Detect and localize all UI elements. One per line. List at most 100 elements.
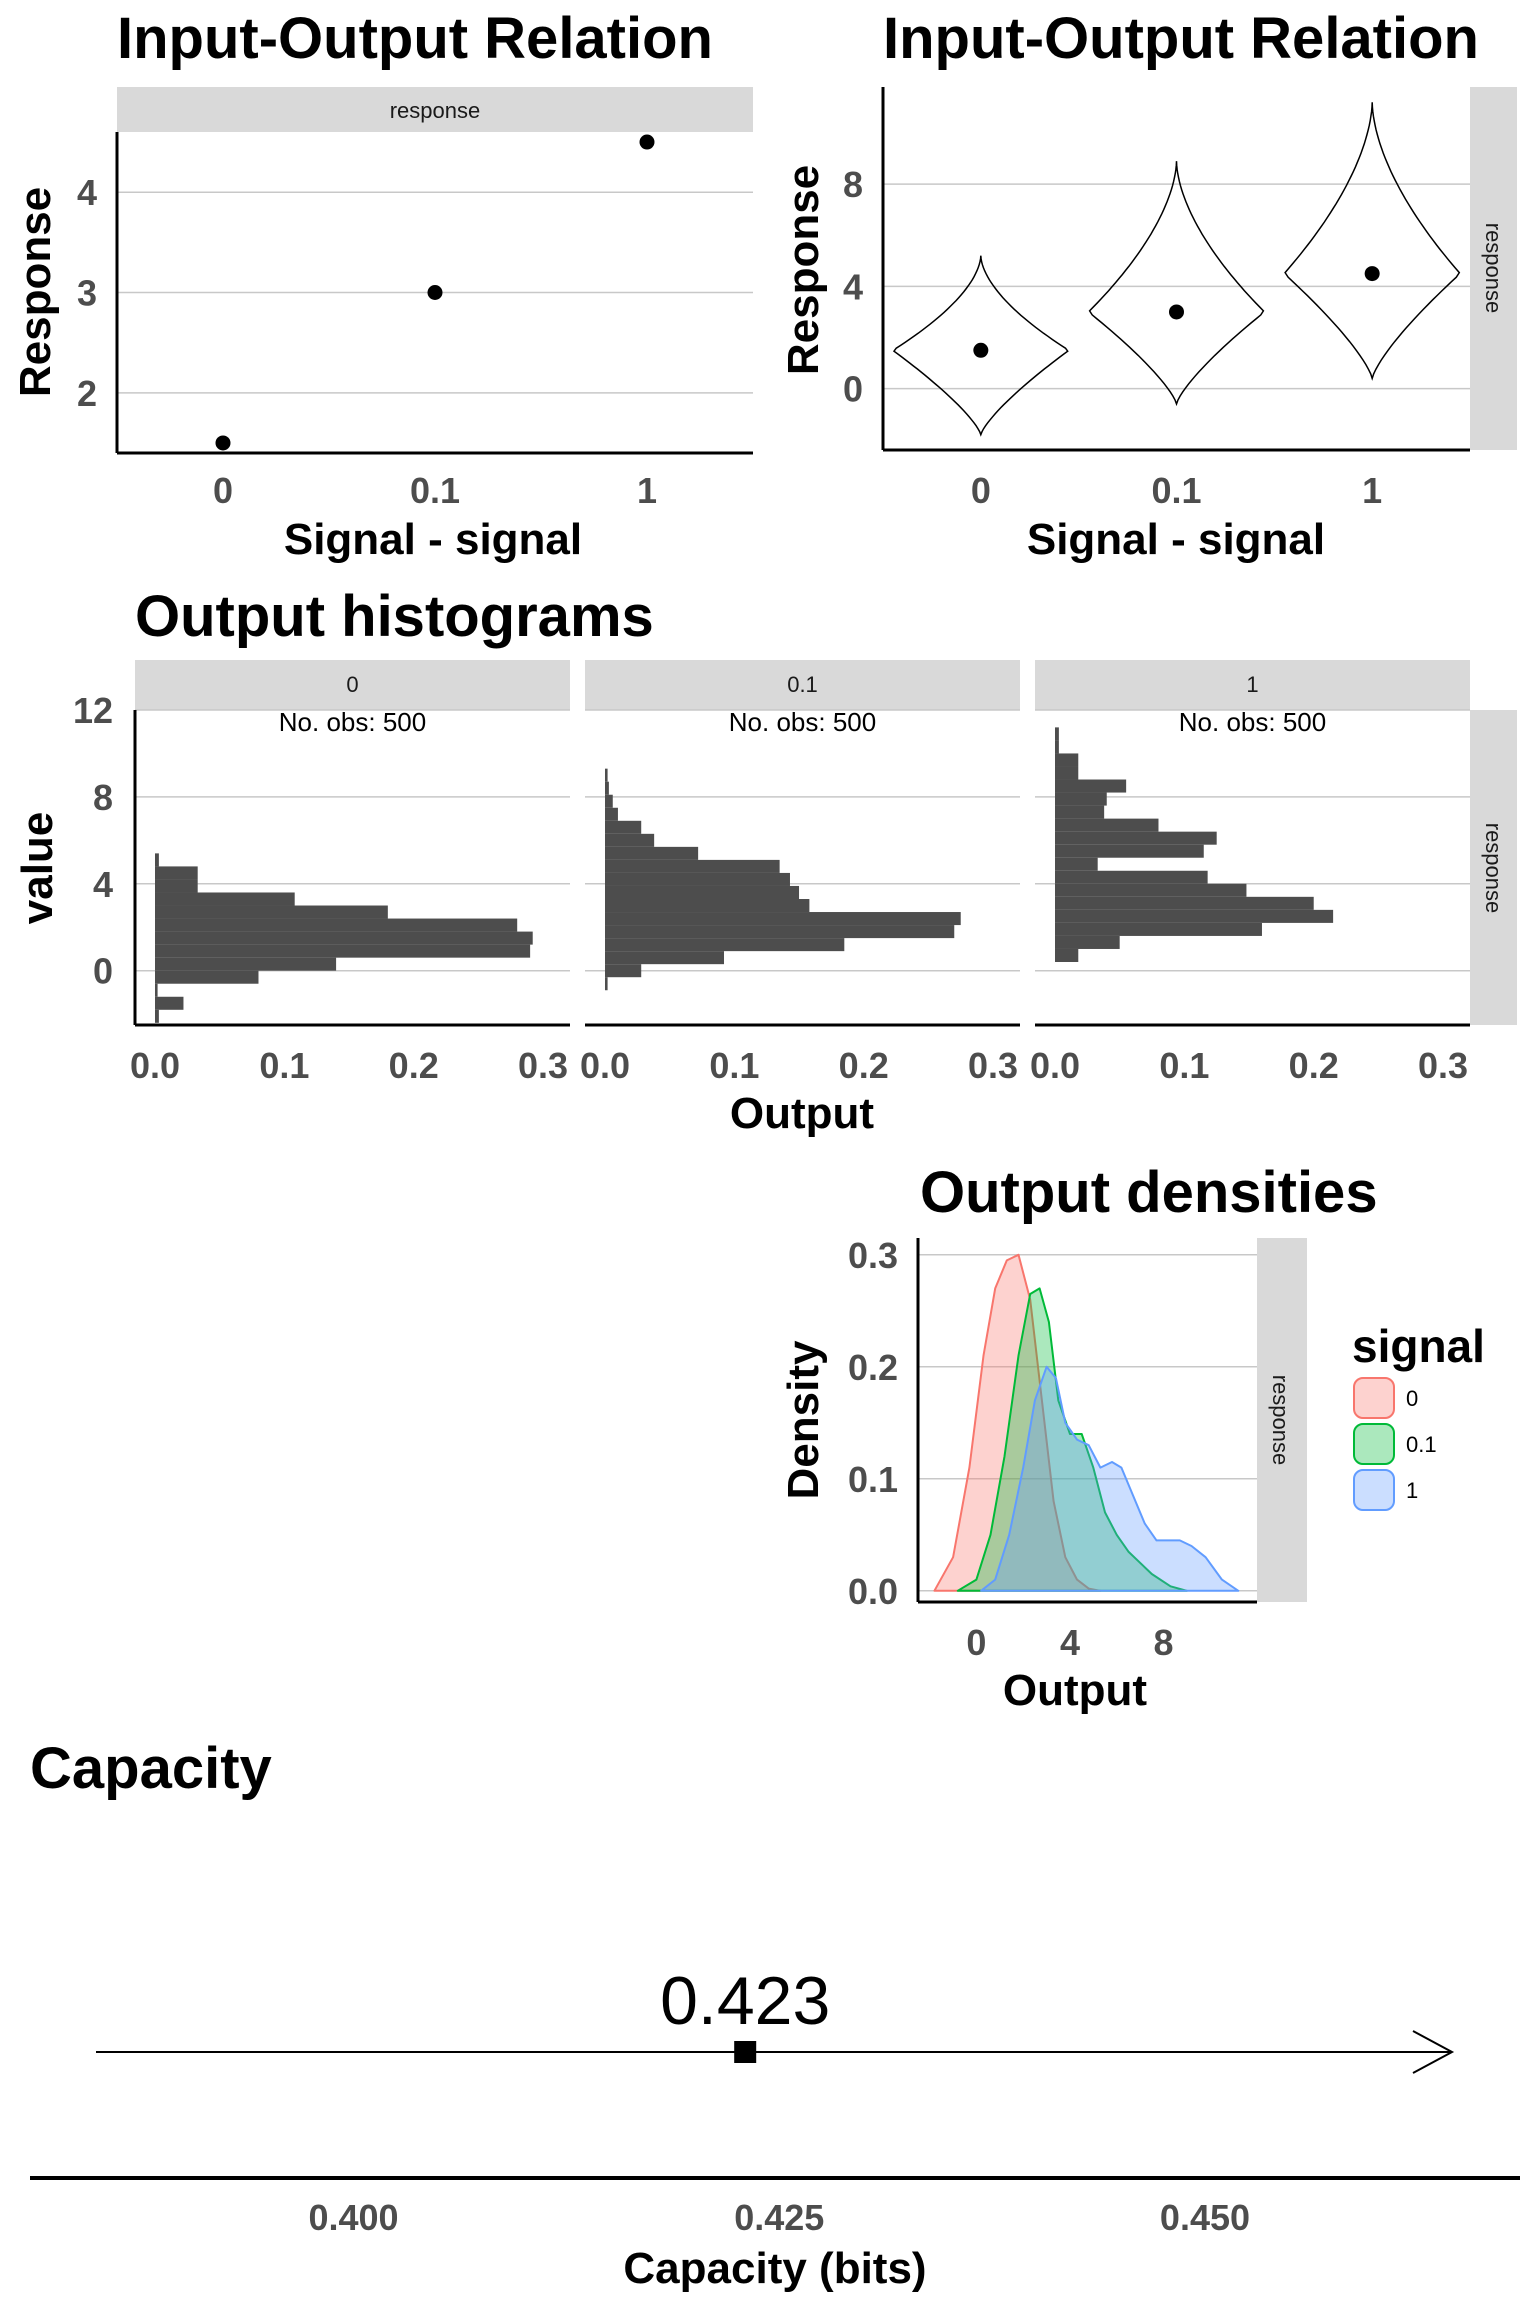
histogram-bar: [1055, 935, 1120, 949]
histogram-facet: 0 No. obs: 500 0.0 0.1 0.2 0.3: [130, 660, 570, 1086]
density-area: [956, 1287, 1188, 1592]
io-scatter-y-title: Response: [11, 187, 60, 397]
histogram-bar: [605, 912, 961, 926]
histogram-bar: [605, 885, 800, 899]
histogram-bar: [155, 983, 158, 997]
legend-title: signal: [1352, 1320, 1485, 1372]
facet-obs-count: No. obs: 500: [729, 707, 876, 737]
facet-strip-label: 1: [1246, 672, 1258, 697]
io-violin-x-title: Signal - signal: [1027, 515, 1325, 564]
data-point: [215, 435, 231, 451]
histogram-bar: [1055, 870, 1208, 884]
legend-label: 0: [1406, 1386, 1418, 1411]
data-point: [639, 134, 655, 150]
io-violin-strip: [1470, 87, 1517, 450]
capacity-title: Capacity: [30, 1736, 272, 1801]
histogram-facets: 0 No. obs: 500 0.0 0.1 0.2 0.3 0.1 No. obs: 500…: [130, 660, 1470, 1086]
histogram-bar: [605, 768, 608, 782]
facet-strip-label: 0.1: [787, 672, 818, 697]
y-tick-label: 8: [93, 777, 113, 818]
violin-mean-point: [1169, 304, 1184, 320]
x-tick-label: 1: [1362, 470, 1382, 511]
histogram-bar: [605, 938, 845, 952]
histogram-bar: [1055, 922, 1262, 936]
facet-strip-label: 0: [346, 672, 358, 697]
capacity-x-title: Capacity (bits): [623, 2244, 926, 2293]
io-violin-strip-label: response: [1481, 223, 1506, 314]
histogram-bar: [1055, 831, 1217, 845]
io-scatter-strip: [117, 87, 753, 132]
x-tick-label: 0: [966, 1622, 986, 1663]
y-tick-label: 2: [77, 373, 97, 414]
x-tick-label: 0.2: [389, 1045, 439, 1086]
x-tick-label: 0.2: [839, 1045, 889, 1086]
x-tick-label: 0.1: [410, 470, 460, 511]
histogram-bar: [155, 892, 295, 906]
x-tick-label: 0.450: [1160, 2197, 1250, 2238]
capacity-panel: Capacity 0.423 0.400 0.425 0.450 Capacity …: [30, 1736, 1520, 2293]
histogram-bar: [605, 964, 642, 978]
y-tick-label: 3: [77, 273, 97, 314]
density-panel: Output densities response 0.0 0.1 0.2 0.3 0…: [779, 1160, 1485, 1715]
histogram-panel: Output histograms 0 No. obs: 500 0.0 0.1 0.2…: [13, 584, 1517, 1138]
histogram-bar: [1055, 883, 1247, 897]
histogram-bar: [605, 977, 608, 991]
histogram-bar: [1055, 818, 1159, 832]
x-tick-label: 0.400: [308, 2197, 398, 2238]
histogram-bar: [155, 905, 388, 919]
density-y-ticks: 0.0 0.1 0.2 0.3: [848, 1235, 898, 1612]
io-scatter-title: Input-Output Relation: [117, 6, 713, 71]
histogram-bar: [605, 820, 642, 834]
x-tick-label: 0.1: [1151, 470, 1201, 511]
x-tick-label: 0.3: [968, 1045, 1018, 1086]
histogram-bar: [1055, 779, 1127, 793]
histogram-bar: [155, 879, 198, 893]
io-violin-panel: Input-Output Relation response 048 0 0.1 1…: [779, 6, 1517, 564]
violin-mean-point: [973, 342, 989, 358]
histogram-bar: [1055, 909, 1334, 923]
histogram-bar: [155, 931, 533, 945]
histogram-bar: [155, 918, 518, 932]
x-tick-label: 0.0: [580, 1045, 630, 1086]
histogram-bar: [605, 899, 810, 913]
x-tick-label: 4: [1060, 1622, 1080, 1663]
density-y-title: Density: [779, 1340, 828, 1499]
y-tick-label: 12: [73, 690, 113, 731]
io-scatter-panel: Input-Output Relation response 234 0 0.1 1…: [11, 6, 753, 564]
density-x-ticks: 0 4 8: [966, 1622, 1173, 1663]
x-tick-label: 0.1: [1159, 1045, 1209, 1086]
histogram-bar: [605, 951, 725, 965]
y-tick-label: 4: [843, 266, 863, 307]
capacity-marker: [734, 2041, 757, 2063]
histogram-bar: [605, 846, 699, 860]
histogram-bar: [155, 1009, 159, 1023]
density-legend: signal 00.11: [1352, 1320, 1485, 1511]
histogram-bar: [155, 996, 184, 1010]
x-tick-label: 0.3: [1418, 1045, 1468, 1086]
y-tick-label: 0.1: [848, 1459, 898, 1500]
density-right-strip: [1257, 1238, 1307, 1602]
io-violin-y-title: Response: [779, 165, 828, 375]
histogram-bar: [155, 957, 337, 971]
x-tick-label: 8: [1153, 1622, 1173, 1663]
histogram-bar: [605, 859, 780, 873]
histogram-y-ticks: 0 4 8 12: [73, 690, 113, 992]
facet-strip: [135, 660, 570, 710]
legend-swatch: [1353, 1469, 1395, 1511]
density-area: [980, 1365, 1240, 1592]
histogram-bar: [605, 872, 790, 886]
x-tick-label: 0: [971, 470, 991, 511]
histogram-right-strip-label: response: [1481, 823, 1506, 914]
io-violin-x-ticks: 0 0.1 1: [971, 470, 1382, 511]
density-x-title: Output: [1003, 1666, 1148, 1715]
density-title: Output densities: [920, 1160, 1378, 1225]
histogram-bar: [1055, 792, 1107, 806]
violin-mean-point: [1364, 266, 1380, 282]
violin-shape: [1088, 161, 1265, 407]
histogram-bar: [605, 833, 655, 847]
histogram-bar: [1055, 857, 1098, 871]
y-tick-label: 0.3: [848, 1235, 898, 1276]
y-tick-label: 4: [93, 864, 113, 905]
legend-label: 0.1: [1406, 1432, 1437, 1457]
